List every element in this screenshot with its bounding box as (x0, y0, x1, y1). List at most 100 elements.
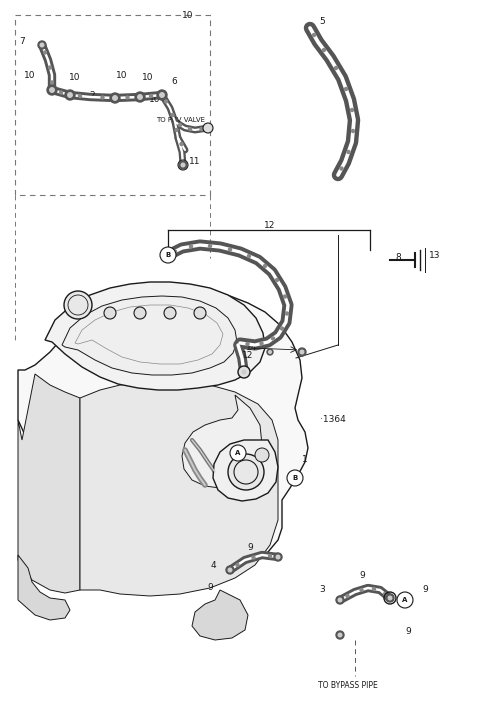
Text: 9: 9 (422, 585, 428, 595)
Circle shape (47, 85, 57, 95)
Circle shape (388, 596, 392, 600)
Text: 10: 10 (116, 70, 128, 80)
Circle shape (274, 553, 282, 561)
Circle shape (113, 95, 117, 100)
Polygon shape (18, 555, 70, 620)
Circle shape (164, 307, 176, 319)
Circle shape (203, 123, 213, 133)
Polygon shape (80, 382, 278, 596)
Circle shape (44, 51, 47, 54)
Circle shape (181, 163, 185, 167)
Circle shape (50, 88, 54, 93)
Circle shape (65, 90, 75, 100)
Circle shape (60, 91, 62, 94)
Circle shape (171, 113, 174, 117)
Circle shape (240, 368, 248, 376)
Circle shape (336, 631, 344, 639)
Text: 11: 11 (189, 157, 201, 167)
Text: 10: 10 (182, 11, 194, 19)
Polygon shape (182, 395, 262, 488)
Circle shape (345, 88, 348, 90)
Text: 12: 12 (242, 350, 254, 360)
Circle shape (323, 48, 325, 51)
Text: 6: 6 (171, 78, 177, 86)
Circle shape (238, 366, 250, 378)
Text: 13: 13 (429, 251, 441, 259)
Text: B: B (166, 252, 170, 258)
Text: 12: 12 (264, 221, 276, 229)
Circle shape (68, 93, 72, 98)
Circle shape (300, 350, 304, 354)
Circle shape (267, 349, 273, 355)
Circle shape (236, 563, 239, 567)
Polygon shape (192, 590, 248, 640)
Circle shape (50, 81, 53, 84)
Circle shape (255, 448, 269, 462)
Polygon shape (62, 296, 237, 375)
Circle shape (350, 108, 353, 112)
Circle shape (180, 142, 183, 145)
Circle shape (386, 594, 394, 602)
Circle shape (252, 556, 255, 559)
Text: TO PCV VALVE: TO PCV VALVE (156, 117, 205, 123)
Text: A: A (235, 450, 240, 456)
Circle shape (264, 264, 266, 268)
Text: 9: 9 (207, 584, 213, 592)
Circle shape (312, 33, 315, 36)
Circle shape (286, 312, 288, 315)
Circle shape (64, 291, 92, 319)
Circle shape (276, 555, 280, 559)
Text: 9: 9 (405, 627, 411, 637)
Circle shape (284, 295, 287, 298)
Circle shape (48, 66, 51, 69)
Circle shape (260, 342, 263, 345)
Circle shape (248, 254, 251, 258)
Circle shape (208, 244, 212, 248)
Circle shape (287, 470, 303, 486)
Circle shape (134, 307, 146, 319)
Circle shape (384, 592, 386, 595)
Text: 7: 7 (19, 38, 25, 46)
Circle shape (189, 127, 192, 130)
Text: ·1364: ·1364 (320, 416, 346, 424)
Circle shape (346, 595, 349, 597)
Text: 4: 4 (210, 560, 216, 570)
Circle shape (194, 307, 206, 319)
Circle shape (230, 445, 246, 461)
Text: 10: 10 (24, 70, 36, 80)
Circle shape (40, 43, 44, 47)
Circle shape (242, 370, 246, 374)
Circle shape (165, 100, 168, 103)
Circle shape (226, 566, 234, 574)
Circle shape (268, 555, 272, 557)
Circle shape (347, 150, 350, 154)
Circle shape (179, 123, 181, 127)
Circle shape (138, 95, 142, 99)
Circle shape (178, 160, 188, 170)
Polygon shape (45, 282, 265, 390)
Text: 9: 9 (247, 543, 253, 553)
Circle shape (338, 598, 342, 602)
Text: 5: 5 (319, 18, 325, 26)
Circle shape (200, 127, 203, 130)
Text: TO BYPASS PIPE: TO BYPASS PIPE (318, 681, 378, 689)
Text: A: A (402, 597, 408, 603)
Circle shape (149, 95, 153, 98)
Circle shape (228, 454, 264, 490)
Circle shape (272, 337, 275, 340)
Circle shape (298, 348, 306, 356)
Circle shape (38, 41, 46, 49)
Circle shape (157, 90, 167, 100)
Circle shape (372, 587, 375, 590)
Circle shape (160, 247, 176, 263)
Text: 2: 2 (89, 90, 95, 100)
Circle shape (160, 93, 164, 98)
Text: 9: 9 (359, 570, 365, 580)
Circle shape (340, 167, 343, 170)
Circle shape (175, 128, 178, 132)
Polygon shape (213, 440, 278, 501)
Circle shape (338, 633, 342, 637)
Polygon shape (18, 374, 80, 593)
Text: 3: 3 (319, 585, 325, 595)
Text: 8: 8 (395, 253, 401, 263)
